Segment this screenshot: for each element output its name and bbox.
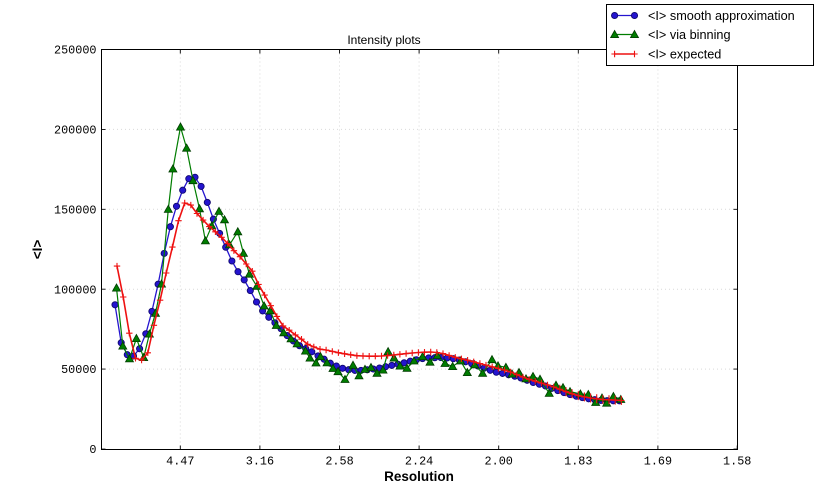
svg-text:Resolution: Resolution [384,469,454,484]
svg-text:0: 0 [89,443,96,457]
svg-text:200000: 200000 [54,124,96,138]
svg-text:2.00: 2.00 [485,454,513,468]
svg-text:150000: 150000 [54,203,96,217]
svg-text:<I> via binning: <I> via binning [648,28,731,42]
svg-text:100000: 100000 [54,283,96,297]
svg-text:<I> smooth approximation: <I> smooth approximation [648,9,795,23]
svg-text:<I>: <I> [30,240,45,260]
svg-text:1.58: 1.58 [723,454,751,468]
svg-text:50000: 50000 [61,363,96,377]
svg-text:250000: 250000 [54,44,96,58]
svg-text:Intensity plots: Intensity plots [347,33,420,47]
svg-text:3.16: 3.16 [246,454,274,468]
svg-text:1.83: 1.83 [564,454,592,468]
svg-text:2.24: 2.24 [405,454,433,468]
svg-text:1.69: 1.69 [644,454,672,468]
svg-text:2.58: 2.58 [325,454,353,468]
svg-text:4.47: 4.47 [166,454,194,468]
svg-text:<I> expected: <I> expected [648,48,721,62]
